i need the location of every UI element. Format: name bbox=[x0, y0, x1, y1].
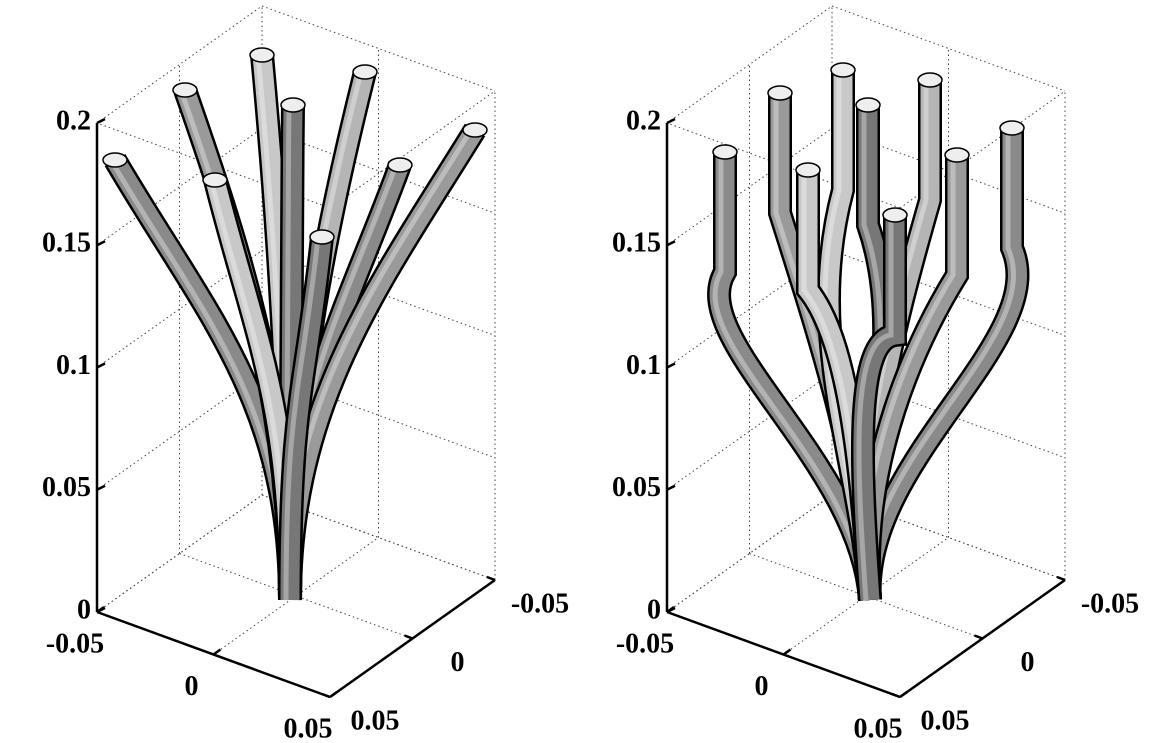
z-tick-label: 0.05 bbox=[612, 472, 661, 503]
y-tick-label: 0.05 bbox=[351, 705, 400, 736]
z-tick-label: 0.1 bbox=[56, 350, 91, 381]
tube-cap bbox=[883, 208, 907, 222]
tubes bbox=[103, 48, 487, 600]
tube-cap bbox=[945, 148, 969, 162]
grid-line bbox=[667, 6, 832, 123]
tube-cap bbox=[796, 163, 820, 177]
tube-cap bbox=[463, 123, 487, 137]
y-tick-label: -0.05 bbox=[511, 588, 569, 619]
y-tick-label: 0.05 bbox=[921, 705, 970, 736]
x-tick-label: -0.05 bbox=[46, 628, 104, 659]
x-tick bbox=[330, 692, 337, 697]
y-tick bbox=[975, 636, 983, 639]
tube-cap bbox=[856, 98, 880, 112]
tube-cap bbox=[353, 65, 377, 79]
x-tick bbox=[214, 650, 221, 655]
z-tick-label: 0.2 bbox=[56, 105, 91, 136]
y-tick bbox=[892, 694, 900, 697]
y-tick bbox=[1057, 577, 1065, 580]
tube-cap bbox=[250, 48, 274, 62]
x-tick bbox=[784, 650, 791, 655]
x-tick bbox=[900, 692, 907, 697]
tube-cap bbox=[388, 158, 412, 172]
y-tick-label: 0 bbox=[451, 647, 465, 678]
y-tick bbox=[487, 577, 495, 580]
z-tick-label: 0.1 bbox=[626, 350, 661, 381]
x-tick-label: 0 bbox=[185, 671, 199, 702]
figure: 00.050.10.150.2-0.0500.05-0.0500.0500.05… bbox=[0, 0, 1173, 743]
x-tick-label: -0.05 bbox=[616, 628, 674, 659]
z-tick-label: 0.15 bbox=[42, 228, 91, 259]
y-tick-label: 0 bbox=[1021, 647, 1035, 678]
z-tick-label: 0.2 bbox=[626, 105, 661, 136]
tubes bbox=[713, 63, 1024, 600]
y-tick bbox=[405, 636, 413, 639]
x-tick-label: 0 bbox=[755, 671, 769, 702]
y-tick-label: -0.05 bbox=[1081, 588, 1139, 619]
z-tick-label: 0 bbox=[647, 594, 661, 625]
tube-cap bbox=[831, 63, 855, 77]
tube-cap bbox=[310, 230, 334, 244]
x-tick-label: 0.05 bbox=[284, 713, 333, 743]
tube-cap bbox=[768, 86, 792, 100]
tube-cap bbox=[173, 83, 197, 97]
x-tick-label: 0.05 bbox=[854, 713, 903, 743]
z-tick-label: 0.05 bbox=[42, 472, 91, 503]
tube-cap bbox=[713, 145, 737, 159]
tube-cap bbox=[281, 98, 305, 112]
tube-cap bbox=[203, 173, 227, 187]
z-tick-label: 0.15 bbox=[612, 228, 661, 259]
tube-cap bbox=[103, 153, 127, 167]
tube-cap bbox=[918, 73, 942, 87]
z-tick-label: 0 bbox=[77, 594, 91, 625]
y-tick bbox=[322, 694, 330, 697]
tube-cap bbox=[1000, 121, 1024, 135]
